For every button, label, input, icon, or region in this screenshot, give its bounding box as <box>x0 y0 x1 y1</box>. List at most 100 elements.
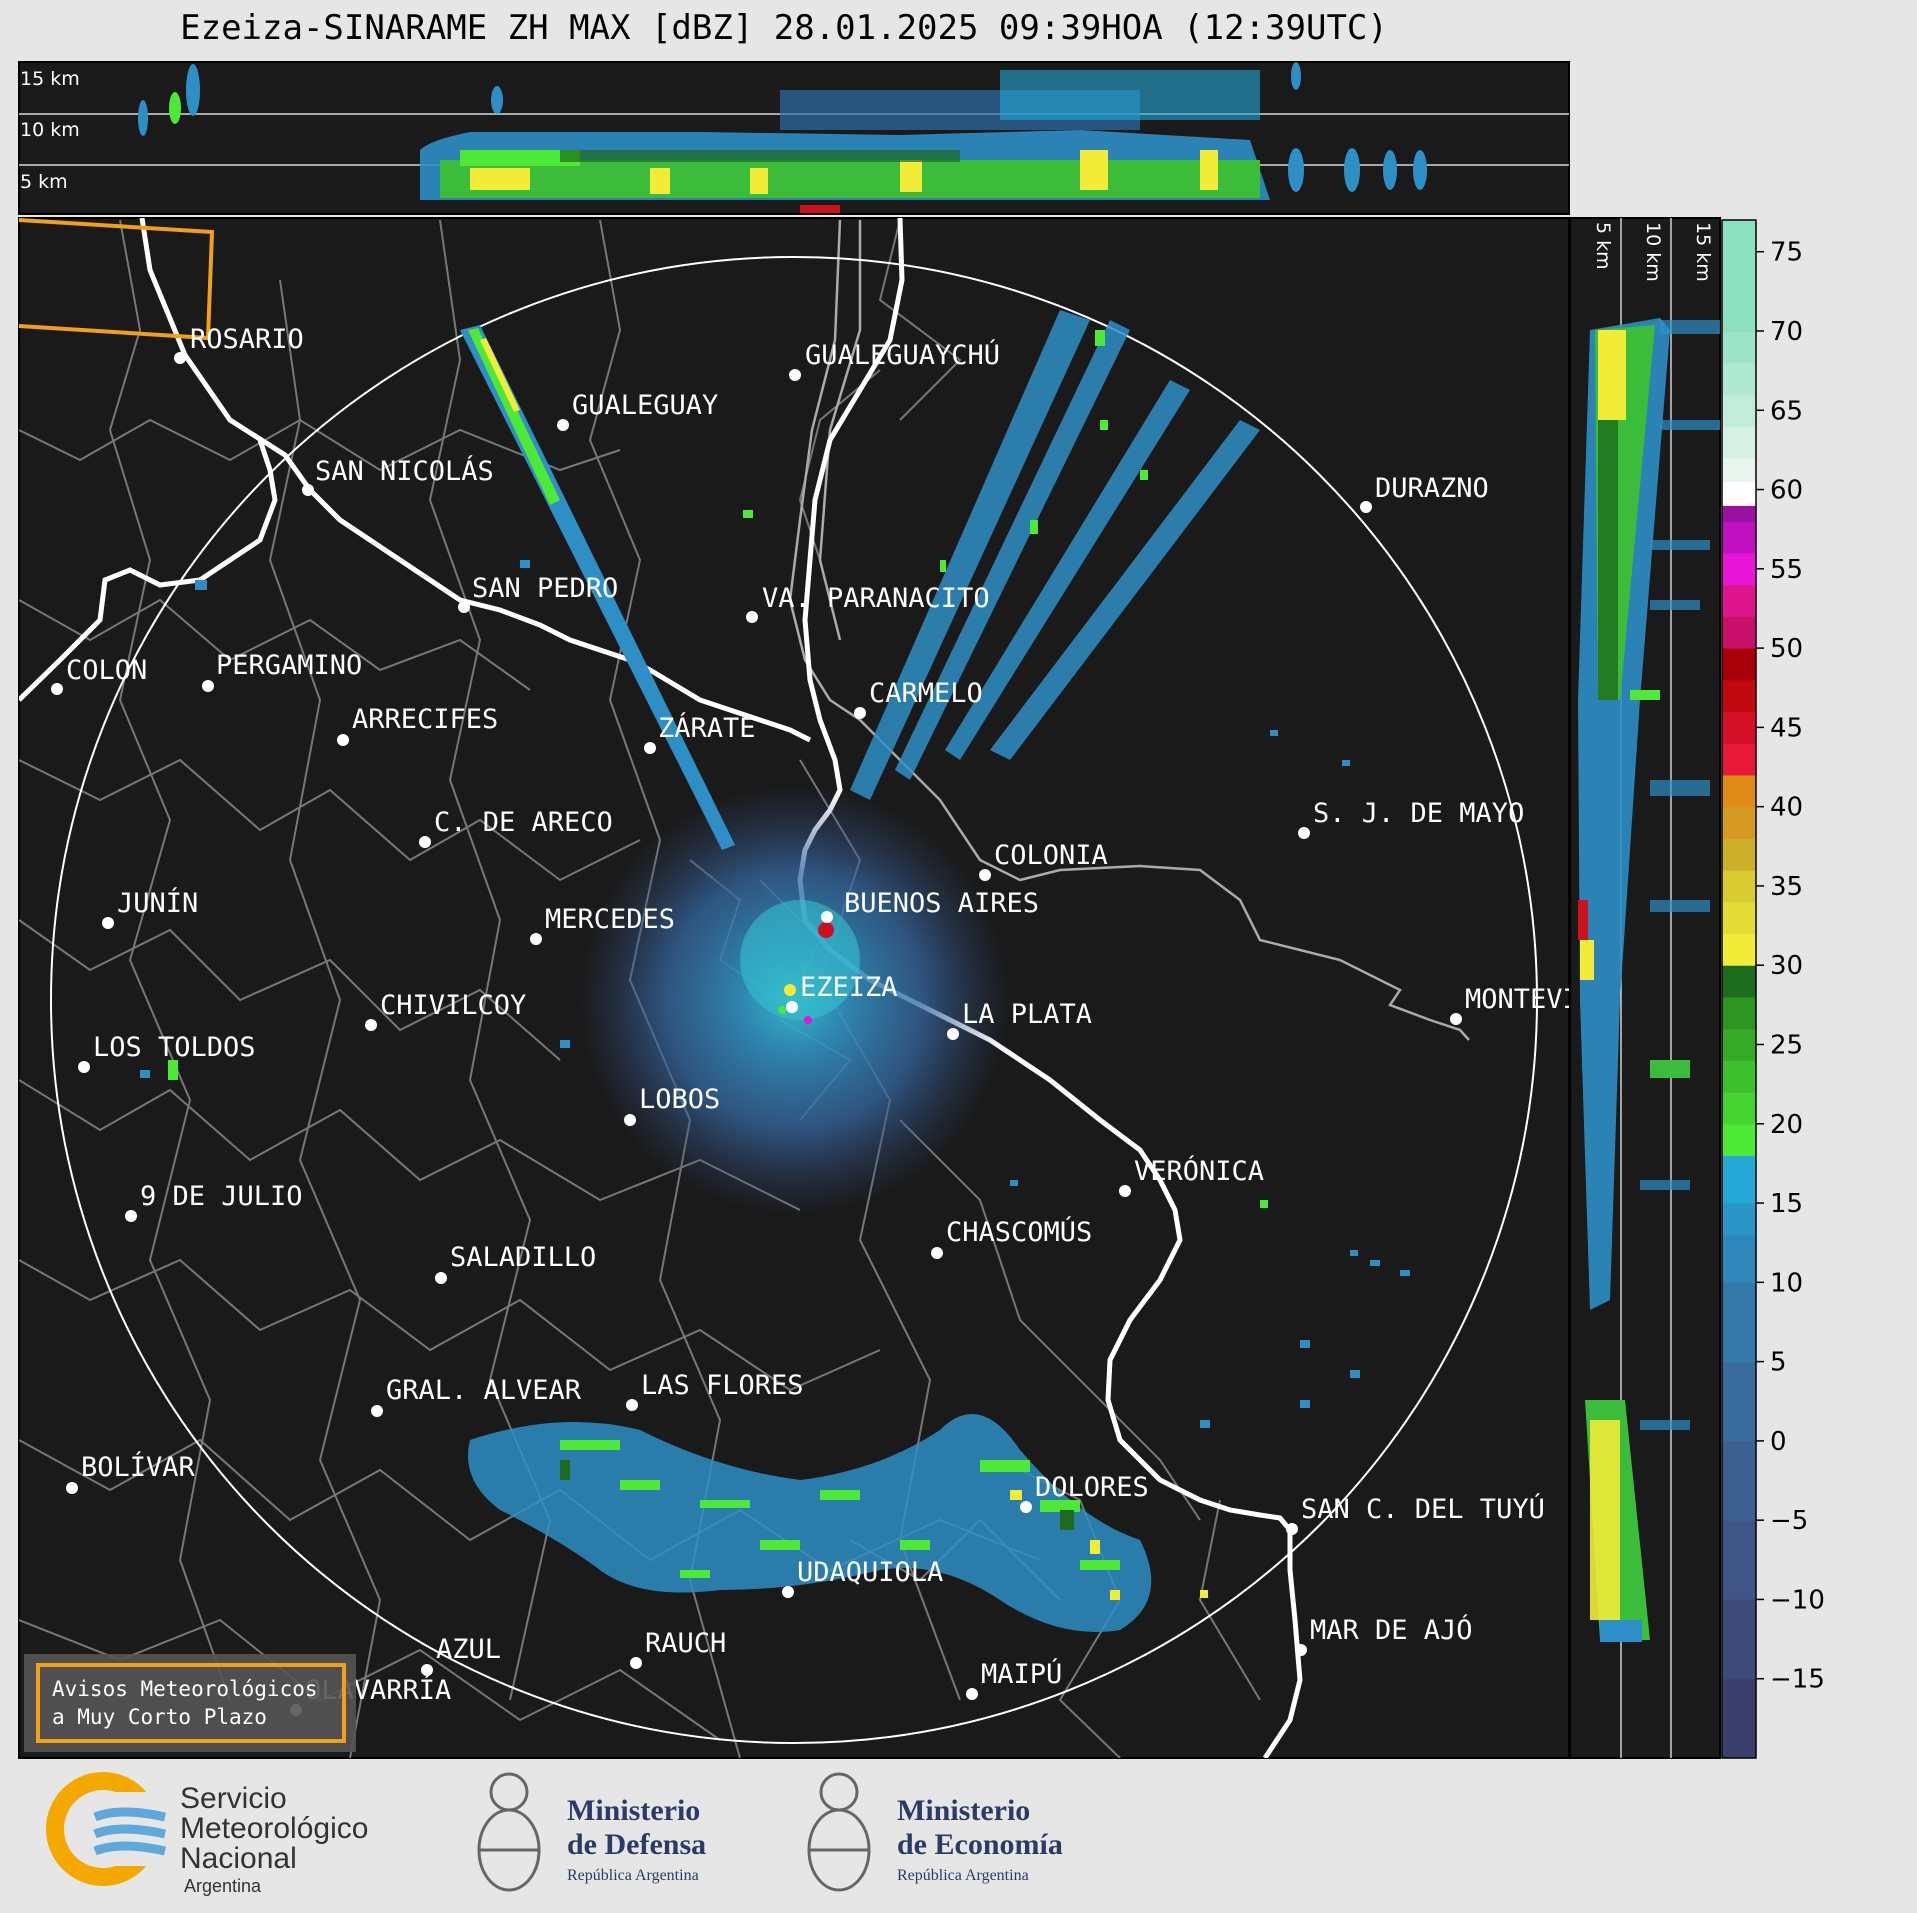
colorbar-swatch <box>1722 965 1756 998</box>
svg-text:MAIPÚ: MAIPÚ <box>981 1658 1062 1690</box>
svg-text:SAN NICOLÁS: SAN NICOLÁS <box>315 455 494 487</box>
city-9-de-julio: 9 DE JULIO <box>125 1181 303 1222</box>
svg-text:ARRECIFES: ARRECIFES <box>352 704 498 735</box>
svg-text:SAN C. DEL TUYÚ: SAN C. DEL TUYÚ <box>1301 1493 1545 1525</box>
svg-text:S. J. DE MAYO: S. J. DE MAYO <box>1313 798 1524 829</box>
colorbar-swatch <box>1722 679 1756 713</box>
svg-text:CARMELO: CARMELO <box>869 678 983 709</box>
region-outline <box>19 218 215 341</box>
colorbar-tick-label: 30 <box>1770 951 1803 981</box>
city-ezeiza: EZEIZA <box>786 972 898 1013</box>
smn-line-4: Argentina <box>184 1876 262 1896</box>
colorbar-tick-label: 75 <box>1770 238 1803 268</box>
colorbar-swatch <box>1722 1282 1756 1363</box>
colorbar-swatch <box>1722 1678 1756 1759</box>
svg-text:GUALEGUAY: GUALEGUAY <box>572 390 718 421</box>
svg-text:AZUL: AZUL <box>436 1634 501 1665</box>
coat-of-arms-icon-defensa <box>477 1772 541 1892</box>
colorbar-swatch <box>1722 648 1756 681</box>
city-azul: AZUL <box>421 1634 501 1676</box>
city-colon: COLON <box>51 655 147 695</box>
smn-line-3: Nacional <box>180 1842 297 1875</box>
city-pergamino: PERGAMINO <box>202 650 362 692</box>
svg-text:UDAQUIOLA: UDAQUIOLA <box>797 1557 943 1588</box>
notice-line-1: Avisos Meteorológicos <box>52 1677 318 1701</box>
colorbar-tick-label: 65 <box>1770 396 1803 426</box>
colorbar-swatch <box>1722 1060 1756 1093</box>
defensa-line-3: República Argentina <box>567 1867 699 1884</box>
svg-text:BUENOS AIRES: BUENOS AIRES <box>844 888 1039 919</box>
colorbar-tick-label: 40 <box>1770 793 1803 823</box>
svg-text:LAS FLORES: LAS FLORES <box>641 1370 804 1401</box>
colorbar-tick-label: 70 <box>1770 317 1803 347</box>
colorbar-swatch <box>1722 838 1756 871</box>
svg-text:VERÓNICA: VERÓNICA <box>1134 1155 1264 1187</box>
svg-text:MONTEVIDEO: MONTEVIDEO <box>1465 984 1628 1015</box>
svg-text:LOBOS: LOBOS <box>639 1084 720 1115</box>
city-las-flores: LAS FLORES <box>626 1370 804 1411</box>
colorbar-swatch <box>1722 711 1756 744</box>
colorbar-swatch <box>1722 1599 1756 1680</box>
colorbar-swatch <box>1722 806 1756 839</box>
economia-logo: Ministerio de Economía República Argenti… <box>807 1772 1063 1892</box>
colorbar-tick-label: 20 <box>1770 1110 1803 1140</box>
svg-text:9 DE JULIO: 9 DE JULIO <box>140 1181 303 1212</box>
radar-figure: 15 km 10 km 5 km <box>18 61 1825 1759</box>
defensa-line-1: Ministerio <box>567 1794 700 1827</box>
top-cross-section-panel: 15 km 10 km 5 km <box>18 61 1570 215</box>
colorbar-swatch <box>1722 1234 1756 1283</box>
main-map-panel: ROSARIO GUALEGUAYCHÚ GUALEGUAY SAN NICOL… <box>18 217 1628 1759</box>
colorbar-tick-label: −5 <box>1770 1506 1808 1536</box>
svg-text:COLONIA: COLONIA <box>994 840 1108 871</box>
colorbar-swatch <box>1722 1520 1756 1600</box>
smn-line-2: Meteorológico <box>180 1812 368 1845</box>
defensa-logo: Ministerio de Defensa República Argentin… <box>477 1772 706 1892</box>
colorbar-tick-label: 60 <box>1770 476 1803 506</box>
colorbar-swatch <box>1722 996 1756 1030</box>
colorbar-swatch <box>1722 1440 1756 1521</box>
city-colonia: COLONIA <box>979 840 1108 881</box>
city-lobos: LOBOS <box>624 1084 720 1126</box>
city-gualeguay: GUALEGUAY <box>557 390 718 431</box>
top-echo-band <box>138 62 1427 213</box>
city-udaquiola: UDAQUIOLA <box>782 1557 943 1598</box>
city-rosario: ROSARIO <box>174 324 304 364</box>
svg-text:JUNÍN: JUNÍN <box>117 887 198 919</box>
city-bolivar: BOLÍVAR <box>66 1451 196 1494</box>
colorbar-swatch <box>1722 426 1756 459</box>
top-height-label-15: 15 km <box>20 68 80 90</box>
city-los-toldos: LOS TOLDOS <box>78 1032 256 1073</box>
svg-text:MAR DE AJÓ: MAR DE AJÓ <box>1310 1614 1473 1646</box>
city-durazno: DURAZNO <box>1360 473 1489 513</box>
colorbar-swatch <box>1722 505 1756 522</box>
colorbar-swatch <box>1722 743 1756 776</box>
svg-text:C. DE ARECO: C. DE ARECO <box>434 807 613 838</box>
svg-text:EZEIZA: EZEIZA <box>800 972 898 1003</box>
colorbar-swatch <box>1722 870 1756 903</box>
top-height-label-10: 10 km <box>20 119 80 141</box>
city-buenos-aires: BUENOS AIRES <box>821 888 1039 923</box>
colorbar-tick-label: 25 <box>1770 1030 1803 1060</box>
smn-logo: Servicio Meteorológico Nacional Argentin… <box>46 1772 368 1896</box>
city-montevideo: MONTEVIDEO <box>1450 984 1628 1025</box>
city-san-c-del-tuyu: SAN C. DEL TUYÚ <box>1286 1493 1545 1535</box>
svg-text:RAUCH: RAUCH <box>645 1628 726 1659</box>
colorbar-swatch <box>1722 774 1756 808</box>
city-veronica: VERÓNICA <box>1119 1155 1264 1197</box>
city-gral-alvear: GRAL. ALVEAR <box>371 1375 582 1417</box>
city-san-nicolas: SAN NICOLÁS <box>302 455 494 496</box>
colorbar-tick-label: 55 <box>1770 555 1803 585</box>
river-lines <box>788 219 1470 1041</box>
svg-text:VA. PARANACITO: VA. PARANACITO <box>762 583 990 614</box>
svg-text:LA PLATA: LA PLATA <box>962 999 1092 1030</box>
city-maipu: MAIPÚ <box>966 1658 1062 1700</box>
city-va-paranacito: VA. PARANACITO <box>746 583 990 623</box>
svg-text:COLON: COLON <box>66 655 147 686</box>
colorbar-tick-label: 45 <box>1770 713 1803 743</box>
city-zarate: ZÁRATE <box>644 712 756 754</box>
notice-box: Avisos Meteorológicos a Muy Corto Plazo <box>24 1654 356 1752</box>
city-labels: ROSARIO GUALEGUAYCHÚ GUALEGUAY SAN NICOL… <box>51 324 1628 1716</box>
colorbar-swatch <box>1722 901 1756 935</box>
page-title: Ezeiza-SINARAME ZH MAX [dBZ] 28.01.2025 … <box>180 8 1388 48</box>
